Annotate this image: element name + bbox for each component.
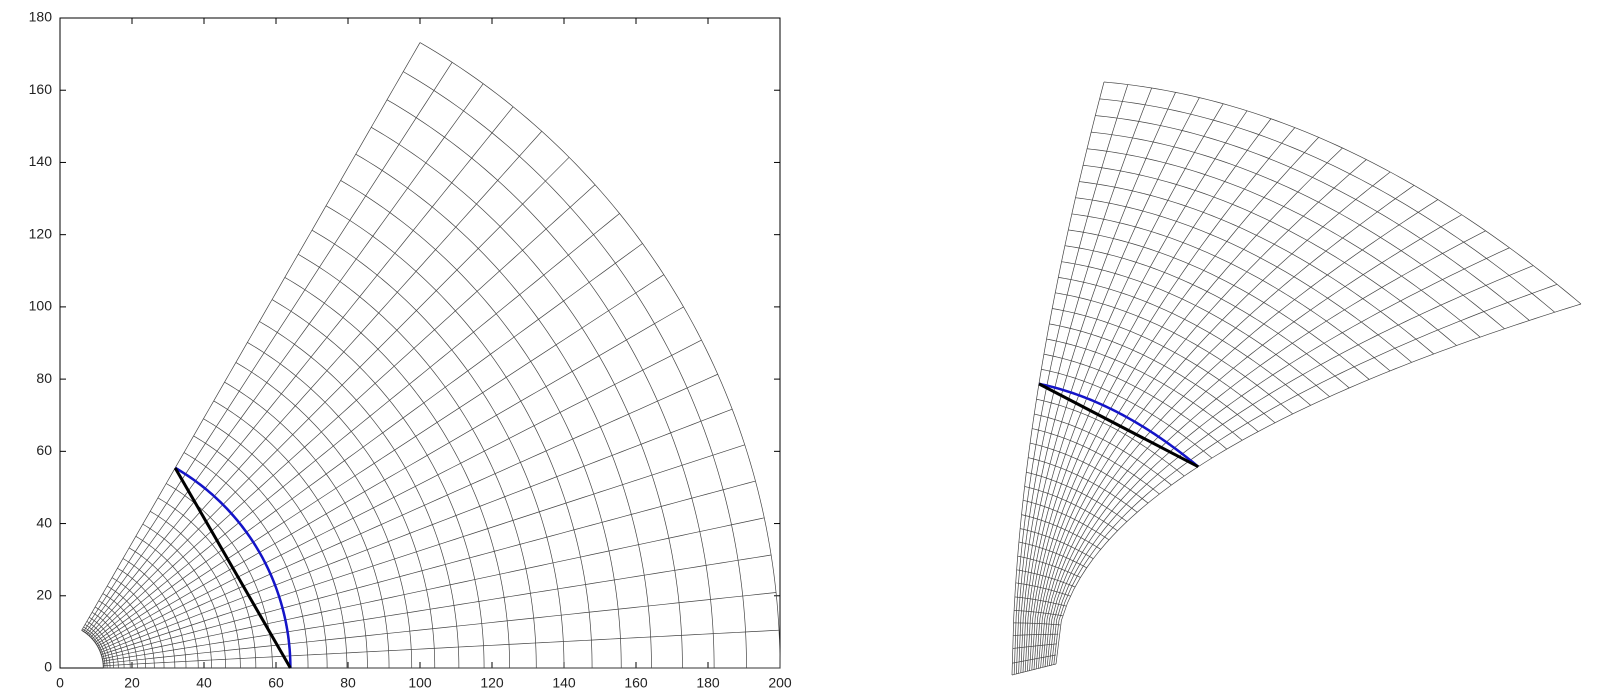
left-mesh-ray bbox=[96, 274, 665, 645]
right-mesh-ray bbox=[1046, 230, 1486, 667]
x-tick-label: 20 bbox=[124, 675, 140, 691]
y-tick-label: 180 bbox=[29, 9, 53, 25]
y-tick-label: 20 bbox=[36, 586, 52, 602]
y-tick-label: 80 bbox=[36, 370, 52, 386]
right-mesh-ray bbox=[1033, 147, 1343, 670]
right-mesh-ray bbox=[1055, 303, 1582, 665]
left-mesh-ray bbox=[102, 517, 765, 660]
left-chord bbox=[173, 467, 292, 669]
x-tick-label: 40 bbox=[196, 675, 212, 691]
right-mesh-ring bbox=[1012, 643, 1057, 649]
left-mesh-ray bbox=[101, 480, 756, 658]
right-mesh-ring bbox=[1075, 197, 1412, 363]
left-mesh-ray bbox=[102, 554, 772, 662]
left-mesh-ring bbox=[83, 626, 108, 668]
right-mesh-ring bbox=[1061, 261, 1330, 397]
y-tick-label: 40 bbox=[36, 514, 52, 530]
left-mesh-ring bbox=[81, 630, 104, 668]
left-mesh-ring bbox=[81, 629, 104, 668]
right-mesh-ray bbox=[1031, 137, 1319, 671]
x-tick-label: 200 bbox=[768, 675, 792, 691]
right-mesh-ray bbox=[1049, 247, 1510, 666]
right-mesh-ray bbox=[1035, 159, 1367, 669]
left-mesh-ray bbox=[97, 306, 684, 647]
right-arc bbox=[1038, 382, 1200, 468]
y-tick-label: 160 bbox=[29, 81, 53, 97]
left-mesh-ray bbox=[83, 62, 453, 632]
left-mesh-ray bbox=[102, 592, 777, 664]
right-mesh-ray bbox=[1042, 199, 1439, 668]
x-tick-label: 80 bbox=[340, 675, 356, 691]
right-mesh-ring bbox=[1099, 98, 1555, 313]
right-mesh-ray bbox=[1022, 103, 1224, 673]
right-mesh-ray bbox=[1051, 265, 1534, 666]
left-mesh-ray bbox=[81, 42, 421, 631]
left-mesh-ray bbox=[88, 131, 543, 637]
left-mesh-ray bbox=[93, 213, 620, 642]
y-tick-label: 0 bbox=[44, 659, 52, 675]
right-mesh-ring bbox=[1103, 81, 1582, 305]
x-tick-label: 180 bbox=[696, 675, 720, 691]
x-tick-label: 60 bbox=[268, 675, 284, 691]
right-mesh-ring bbox=[1032, 428, 1160, 495]
right-mesh-ray bbox=[1038, 171, 1391, 669]
right-mesh-ray bbox=[1024, 110, 1248, 672]
right-mesh-ring bbox=[1091, 131, 1505, 330]
right-mesh-ray bbox=[1044, 214, 1462, 667]
x-tick-label: 100 bbox=[408, 675, 432, 691]
left-mesh-ray bbox=[94, 243, 643, 643]
right-mesh-ray bbox=[1027, 118, 1272, 672]
x-tick-label: 120 bbox=[480, 675, 504, 691]
x-tick-label: 160 bbox=[624, 675, 648, 691]
right-mesh-ray bbox=[1053, 284, 1558, 665]
right-mesh-ray bbox=[1016, 87, 1153, 674]
left-mesh-ray bbox=[100, 444, 745, 655]
left-mesh-ray bbox=[85, 83, 484, 634]
left-mesh-ray bbox=[98, 339, 702, 649]
y-tick-label: 140 bbox=[29, 153, 53, 169]
right-mesh-ring bbox=[1079, 181, 1434, 355]
y-tick-label: 60 bbox=[36, 442, 52, 458]
left-mesh-ray bbox=[90, 157, 570, 638]
right-mesh-ring bbox=[1036, 398, 1185, 477]
right-mesh-ray bbox=[1013, 84, 1129, 675]
left-mesh-ray bbox=[91, 184, 596, 640]
right-mesh-ring bbox=[1022, 499, 1110, 541]
left-arc bbox=[174, 466, 292, 669]
left-mesh-ray bbox=[100, 408, 733, 653]
right-mesh-ring bbox=[1012, 654, 1057, 664]
left-mesh-ray bbox=[103, 629, 780, 667]
right-mesh-ray bbox=[1020, 97, 1200, 673]
y-tick-label: 100 bbox=[29, 298, 53, 314]
x-tick-label: 0 bbox=[56, 675, 64, 691]
right-mesh-ring bbox=[1024, 486, 1118, 532]
left-mesh-ray bbox=[86, 106, 514, 635]
left-mesh-ray bbox=[99, 373, 718, 651]
right-mesh-ray bbox=[1011, 81, 1105, 676]
right-chord bbox=[1038, 382, 1199, 469]
right-mesh-ring bbox=[1012, 633, 1059, 636]
right-mesh-ring bbox=[1034, 413, 1172, 486]
right-mesh-ray bbox=[1018, 92, 1176, 674]
right-mesh-ray bbox=[1040, 185, 1415, 668]
right-mesh-ring bbox=[1064, 245, 1350, 389]
y-tick-label: 120 bbox=[29, 225, 53, 241]
right-mesh-ray bbox=[1029, 127, 1296, 671]
right-mesh-ring bbox=[1087, 148, 1481, 338]
x-tick-label: 140 bbox=[552, 675, 576, 691]
